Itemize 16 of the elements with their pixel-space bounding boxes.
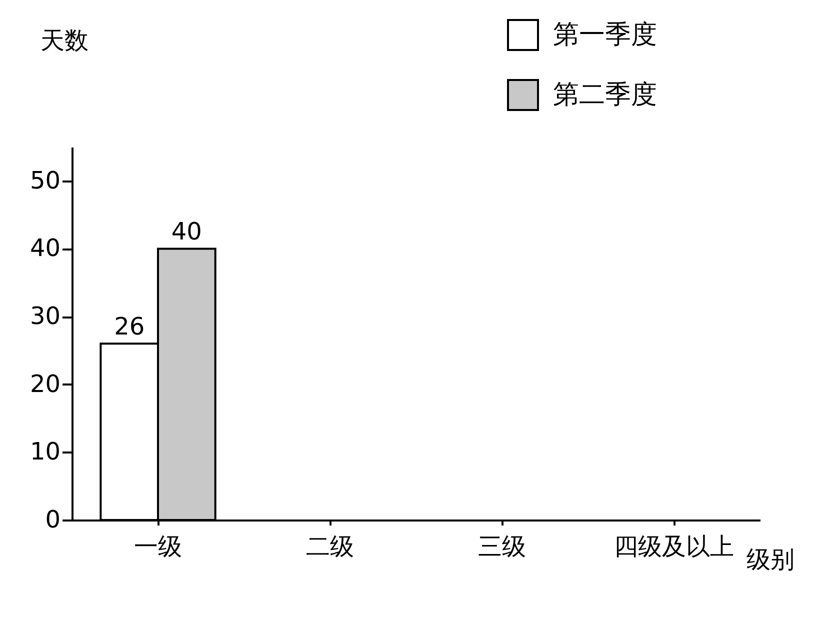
data-label: 40 (171, 218, 202, 246)
legend-label: 第二季度 (553, 80, 657, 110)
data-label: 26 (114, 312, 145, 341)
x-tick-label: 二级 (306, 532, 354, 560)
y-axis-title: 天数 (40, 26, 88, 54)
x-tick-label: 一级 (134, 532, 182, 560)
x-tick-label: 四级及以上 (614, 532, 734, 560)
x-tick-label: 三级 (478, 532, 526, 560)
y-tick-label: 30 (30, 302, 60, 330)
x-axis-title: 级别 (746, 546, 794, 574)
y-tick-label: 40 (30, 234, 60, 262)
y-tick-label: 0 (45, 506, 60, 534)
legend-label: 第一季度 (553, 20, 657, 50)
y-tick-label: 20 (30, 370, 60, 398)
y-tick-label: 10 (30, 438, 60, 466)
y-tick-label: 50 (30, 166, 60, 194)
